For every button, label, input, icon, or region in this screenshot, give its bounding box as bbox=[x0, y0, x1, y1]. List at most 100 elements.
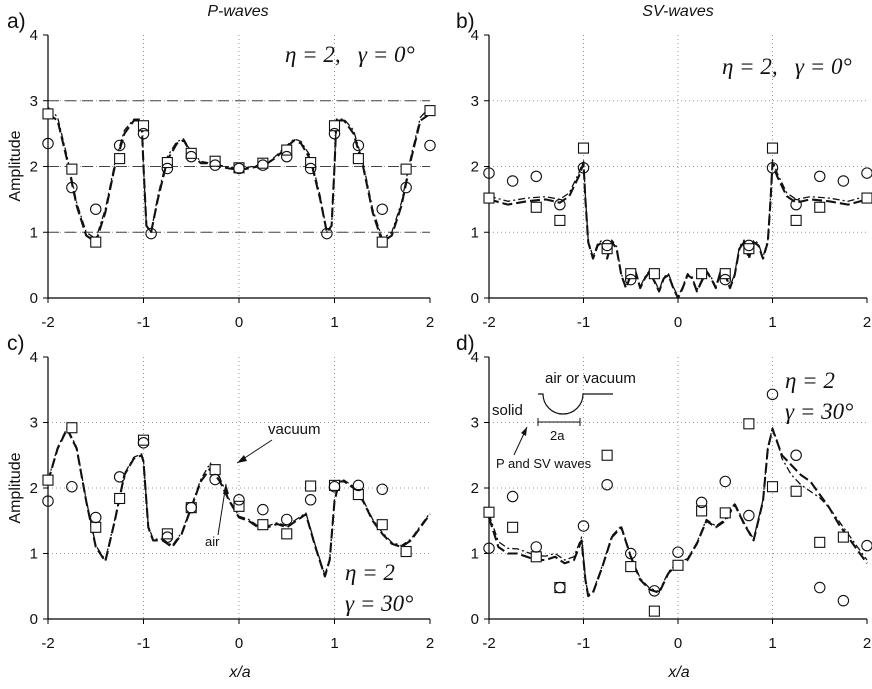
circle-marker bbox=[185, 501, 198, 514]
y-tick-label: 4 bbox=[471, 27, 479, 44]
y-tick-label: 3 bbox=[471, 93, 479, 110]
square-marker bbox=[209, 464, 221, 476]
x-tick-label: 1 bbox=[768, 635, 776, 652]
square-marker bbox=[137, 120, 150, 132]
square-marker bbox=[554, 214, 566, 226]
series-dashed-line bbox=[488, 162, 868, 300]
x-tick-label: -1 bbox=[577, 314, 590, 331]
circle-marker bbox=[352, 479, 365, 492]
y-tick-label: 2 bbox=[471, 159, 479, 176]
x-tick-label: 2 bbox=[426, 314, 434, 331]
square-marker bbox=[601, 243, 613, 255]
square-marker bbox=[719, 507, 731, 519]
x-tick-label: -2 bbox=[482, 314, 495, 331]
arrow-air-head bbox=[223, 484, 229, 494]
square-marker bbox=[790, 485, 802, 497]
x-tick-label: -1 bbox=[577, 635, 590, 652]
series-dashdot-line bbox=[488, 159, 868, 298]
circle-marker bbox=[530, 541, 542, 553]
circle-marker bbox=[113, 471, 126, 483]
square-marker bbox=[257, 519, 269, 531]
param-b: η = 2, γ = 0° bbox=[722, 54, 852, 79]
square-marker bbox=[483, 506, 495, 518]
param-a: η = 2, γ = 0° bbox=[285, 42, 415, 67]
square-marker bbox=[648, 605, 660, 617]
square-marker bbox=[814, 536, 826, 548]
circle-marker bbox=[304, 494, 317, 506]
square-marker bbox=[743, 243, 755, 255]
circle-marker bbox=[624, 547, 637, 560]
circle-marker bbox=[813, 581, 826, 594]
x-tick-label: 2 bbox=[426, 635, 434, 652]
circle-marker bbox=[530, 170, 542, 183]
square-marker bbox=[161, 157, 173, 169]
ylabel-bottom: Amplitude bbox=[7, 452, 24, 523]
square-marker bbox=[209, 155, 221, 167]
y-tick-label: 1 bbox=[30, 546, 38, 563]
circle-marker bbox=[233, 162, 245, 175]
circle-marker bbox=[90, 203, 102, 215]
square-marker bbox=[137, 434, 150, 446]
panel-c: 0 1 2 3 4 -2 -1 0 1 2 bbox=[30, 349, 435, 652]
circle-marker bbox=[719, 475, 731, 488]
circle-marker bbox=[837, 594, 850, 607]
y-tick-label: 1 bbox=[30, 224, 38, 241]
square-marker bbox=[376, 236, 388, 248]
circle-marker bbox=[90, 511, 102, 524]
y-tick-label: 4 bbox=[471, 349, 479, 366]
inset-wave-arrow-head bbox=[521, 427, 527, 436]
circle-marker bbox=[304, 162, 317, 175]
square-marker bbox=[648, 268, 660, 280]
x-tick-label: 1 bbox=[330, 314, 338, 331]
square-marker bbox=[766, 142, 779, 154]
square-marker bbox=[577, 142, 590, 154]
square-marker bbox=[861, 192, 872, 204]
circle-marker bbox=[321, 227, 333, 240]
square-marker bbox=[424, 105, 436, 117]
y-tick-label: 1 bbox=[471, 546, 479, 563]
y-tick-label: 2 bbox=[471, 480, 479, 497]
square-marker bbox=[530, 551, 542, 563]
circle-marker bbox=[328, 480, 341, 493]
x-tick-label: 0 bbox=[674, 314, 682, 331]
x-tick-label: 0 bbox=[235, 635, 243, 652]
square-marker bbox=[42, 108, 54, 120]
x-tick-label: -2 bbox=[41, 314, 54, 331]
circle-marker bbox=[695, 496, 708, 509]
circle-marker bbox=[554, 198, 566, 211]
param-d-gamma: γ = 30° bbox=[785, 399, 853, 424]
circle-marker bbox=[766, 388, 779, 401]
circle-marker bbox=[648, 585, 661, 597]
inset-schematic: air or vacuum solid 2a P and SV waves bbox=[492, 370, 636, 471]
circle-marker bbox=[672, 546, 684, 558]
circle-marker bbox=[483, 167, 495, 179]
y-tick-label: 0 bbox=[30, 290, 38, 307]
circle-marker bbox=[861, 167, 872, 179]
circle-marker bbox=[257, 159, 269, 171]
circle-marker bbox=[861, 539, 872, 552]
square-marker bbox=[305, 157, 317, 169]
circle-marker bbox=[790, 449, 802, 461]
x-tick-label: 2 bbox=[863, 635, 871, 652]
param-c-eta: η = 2 bbox=[345, 560, 395, 585]
panel-label-a: a) bbox=[7, 10, 26, 33]
y-tick-label: 2 bbox=[30, 159, 38, 176]
square-marker bbox=[352, 488, 364, 501]
circle-marker bbox=[161, 531, 174, 543]
panel-label-b: b) bbox=[456, 10, 475, 33]
inset-p-and-sv-waves: P and SV waves bbox=[496, 456, 592, 471]
circle-marker bbox=[554, 581, 566, 594]
x-tick-label: 0 bbox=[674, 635, 682, 652]
circle-marker bbox=[506, 175, 519, 187]
square-marker bbox=[743, 418, 755, 430]
square-marker bbox=[352, 153, 364, 165]
y-tick-label: 0 bbox=[30, 611, 38, 628]
square-marker bbox=[90, 236, 102, 248]
square-marker bbox=[90, 521, 102, 533]
square-marker bbox=[66, 163, 78, 175]
square-marker bbox=[625, 561, 637, 573]
square-marker bbox=[400, 163, 412, 175]
circle-marker bbox=[601, 239, 613, 252]
square-marker bbox=[696, 268, 708, 280]
inset-surface bbox=[538, 393, 613, 415]
